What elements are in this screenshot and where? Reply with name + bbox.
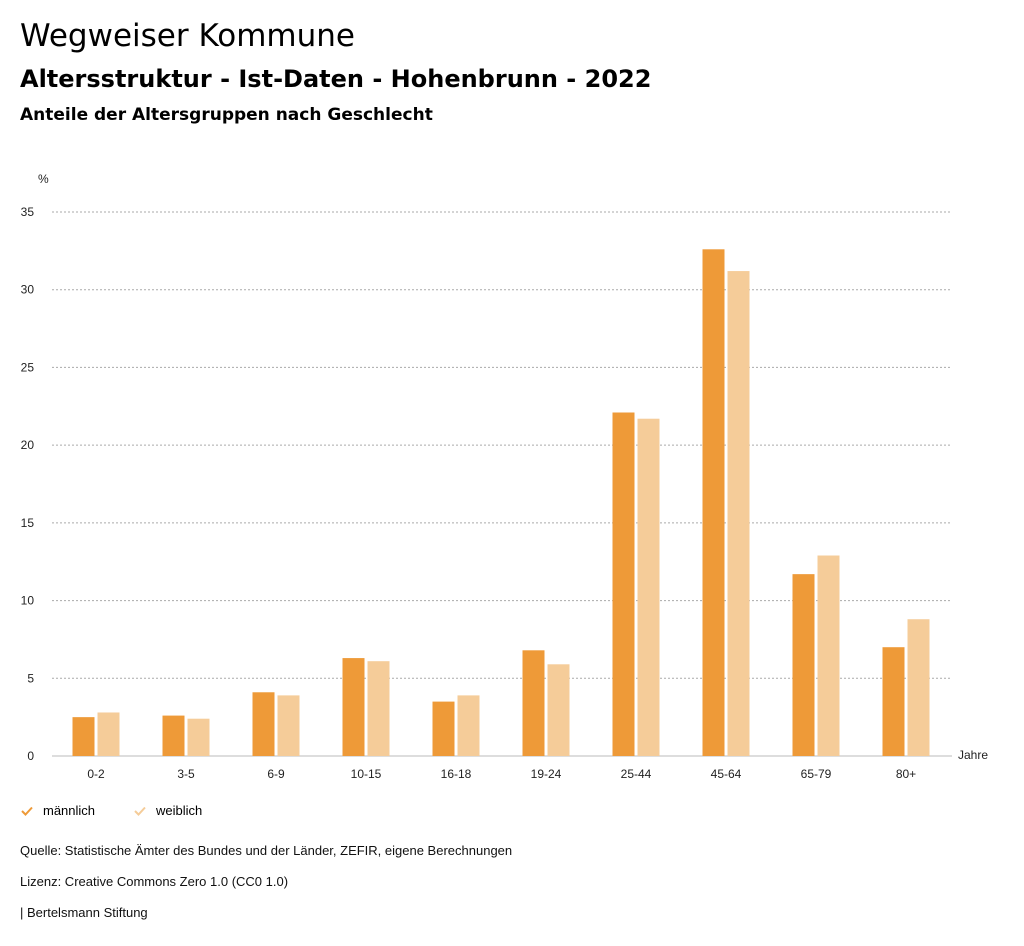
source-note: Quelle: Statistische Ämter des Bundes un… [20,843,513,858]
bars [72,249,930,756]
y-tick-label: 15 [21,516,35,530]
bar-maennlich-16-18[interactable] [432,701,455,756]
x-tick-label: 0-2 [87,767,105,781]
legend-label-weiblich: weiblich [156,803,203,818]
bar-weiblich-0-2[interactable] [97,712,120,756]
bar-chart: 0 5 10 15 20 25 30 35 0-2 3-5 6-9 10-15 16-18 19-24 2… [21,172,989,781]
bar-maennlich-6-9[interactable] [252,692,275,756]
y-tick-label: 25 [21,360,35,374]
bar-weiblich-25-44[interactable] [637,418,660,756]
legend-label-maennlich: männlich [43,803,96,818]
bar-maennlich-45-64[interactable] [702,249,725,756]
y-tick-label: 35 [21,205,35,219]
bar-weiblich-16-18[interactable] [457,695,480,756]
bar-maennlich-80+[interactable] [882,647,905,756]
legend-item-weiblich[interactable]: weiblich [133,803,202,818]
bar-maennlich-25-44[interactable] [612,412,635,756]
bar-weiblich-80+[interactable] [907,619,930,756]
check-icon [134,806,146,816]
y-tick-label: 10 [21,594,35,608]
y-axis-label: % [38,172,49,186]
y-tick-label: 5 [27,671,34,685]
bar-weiblich-10-15[interactable] [367,661,390,756]
bar-weiblich-65-79[interactable] [817,555,840,756]
x-tick-label: 65-79 [801,767,832,781]
bar-maennlich-10-15[interactable] [342,658,365,756]
bar-weiblich-45-64[interactable] [727,271,750,756]
y-tick-label: 20 [21,438,35,452]
x-tick-label: 80+ [896,767,916,781]
legend-item-maennlich[interactable]: männlich [20,803,95,818]
chart-heading: Anteile der Altersgruppen nach Geschlech… [20,105,433,125]
y-tick-label: 0 [27,749,34,763]
license-note: Lizenz: Creative Commons Zero 1.0 (CC0 1… [20,874,289,889]
x-tick-label: 3-5 [177,767,195,781]
x-tick-label: 6-9 [267,767,285,781]
y-tick-labels: 0 5 10 15 20 25 30 35 [21,205,35,763]
bar-weiblich-19-24[interactable] [547,664,570,756]
legend: männlich weiblich [20,803,240,818]
x-tick-label: 19-24 [531,767,562,781]
x-tick-label: 45-64 [711,767,742,781]
page-title: Wegweiser Kommune [20,18,355,54]
x-tick-labels: 0-2 3-5 6-9 10-15 16-18 19-24 25-44 45-64 65-79 8… [87,767,916,781]
x-tick-label: 16-18 [441,767,472,781]
x-tick-label: 10-15 [351,767,382,781]
bar-maennlich-0-2[interactable] [72,717,95,756]
bar-maennlich-3-5[interactable] [162,715,185,756]
bar-maennlich-65-79[interactable] [792,574,815,756]
grid-lines [52,211,952,757]
bar-weiblich-6-9[interactable] [277,695,300,756]
chart-subtitle: Altersstruktur - Ist-Daten - Hohenbrunn … [20,65,652,93]
x-axis-label: Jahre [958,748,988,762]
bar-maennlich-19-24[interactable] [522,650,545,756]
check-icon [21,806,33,816]
publisher-note: | Bertelsmann Stiftung [20,905,148,920]
y-tick-label: 30 [21,283,35,297]
x-tick-label: 25-44 [621,767,652,781]
bar-weiblich-3-5[interactable] [187,718,210,756]
